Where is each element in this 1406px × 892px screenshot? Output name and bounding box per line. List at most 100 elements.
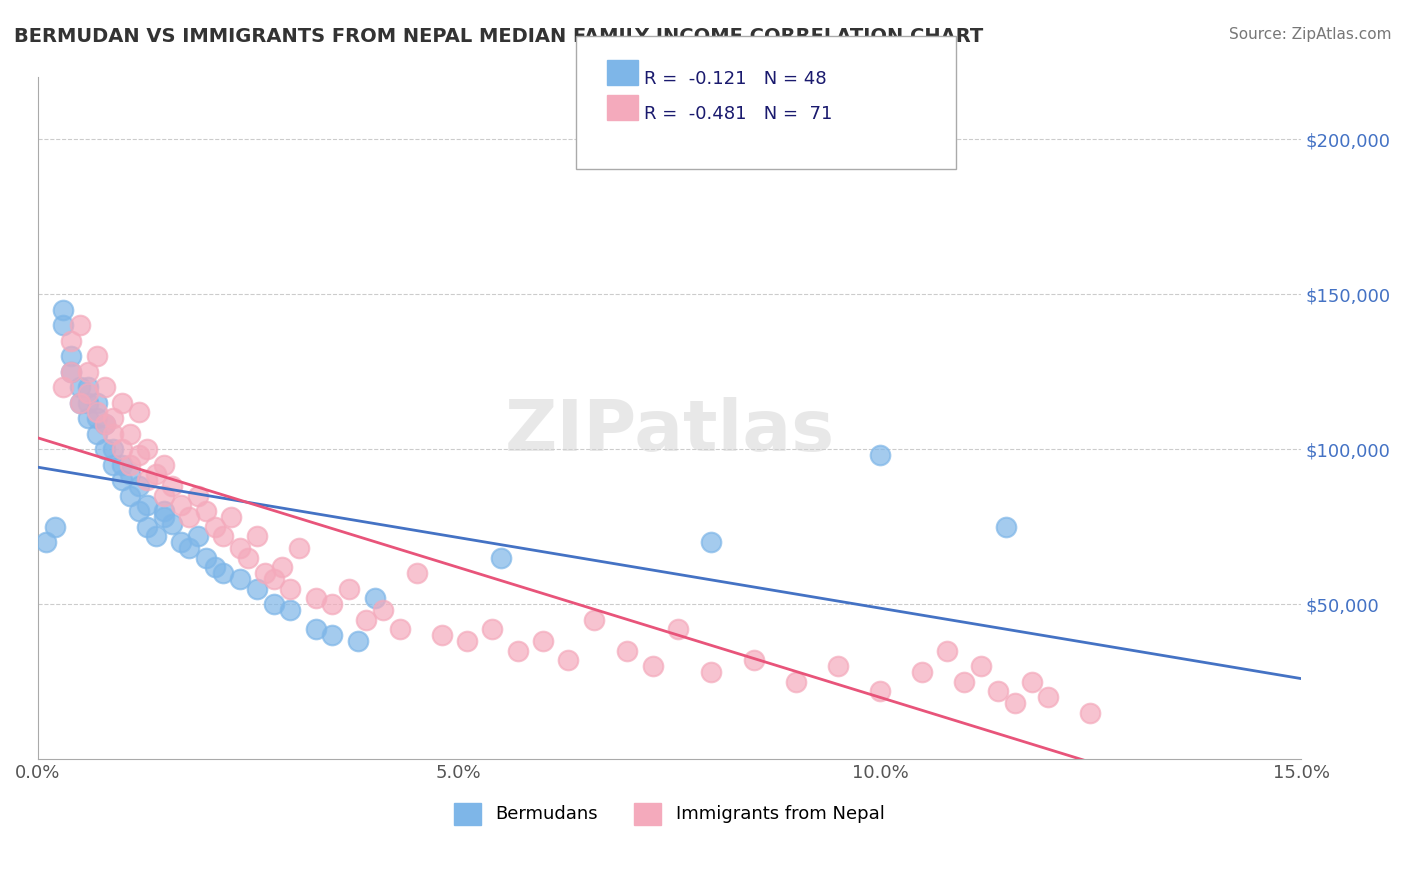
Point <box>69 318 91 333</box>
Point <box>111 473 134 487</box>
Point <box>69 380 91 394</box>
Text: R =  -0.121   N = 48: R = -0.121 N = 48 <box>644 70 827 87</box>
Point <box>321 628 343 642</box>
Point <box>44 519 66 533</box>
Point <box>77 365 100 379</box>
Point <box>346 634 368 648</box>
Point <box>212 566 235 581</box>
Point <box>204 560 226 574</box>
Point <box>229 572 252 586</box>
Point <box>136 498 159 512</box>
Point <box>195 550 218 565</box>
Point <box>238 550 260 565</box>
Point <box>641 659 664 673</box>
Point <box>506 643 529 657</box>
Point <box>666 622 689 636</box>
Point <box>179 541 201 556</box>
Point <box>936 643 959 657</box>
Point <box>35 535 58 549</box>
Point <box>827 659 849 673</box>
Point <box>86 405 108 419</box>
Point <box>987 683 1010 698</box>
Point <box>405 566 427 581</box>
Point <box>162 516 184 531</box>
Point <box>103 458 125 472</box>
Point <box>145 467 167 481</box>
Point <box>162 479 184 493</box>
Point <box>995 519 1018 533</box>
Point <box>221 510 243 524</box>
Point <box>120 467 142 481</box>
Point <box>52 302 75 317</box>
Point <box>287 541 309 556</box>
Point <box>94 417 117 432</box>
Point <box>86 426 108 441</box>
Point <box>128 479 150 493</box>
Point <box>77 386 100 401</box>
Point <box>103 426 125 441</box>
Point <box>128 405 150 419</box>
Point <box>430 628 453 642</box>
Point <box>153 489 176 503</box>
Point <box>304 622 326 636</box>
Point <box>700 665 723 680</box>
Point <box>280 603 302 617</box>
Point <box>77 395 100 409</box>
Point <box>120 489 142 503</box>
Point <box>337 582 360 596</box>
Point <box>195 504 218 518</box>
Point <box>94 380 117 394</box>
Point <box>103 442 125 457</box>
Point <box>86 411 108 425</box>
Point <box>179 510 201 524</box>
Point <box>246 582 269 596</box>
Point <box>111 442 134 457</box>
Point <box>1004 696 1026 710</box>
Point <box>153 458 176 472</box>
Point <box>128 504 150 518</box>
Point <box>86 395 108 409</box>
Point <box>69 395 91 409</box>
Text: BERMUDAN VS IMMIGRANTS FROM NEPAL MEDIAN FAMILY INCOME CORRELATION CHART: BERMUDAN VS IMMIGRANTS FROM NEPAL MEDIAN… <box>14 27 983 45</box>
Point <box>128 449 150 463</box>
Text: Source: ZipAtlas.com: Source: ZipAtlas.com <box>1229 27 1392 42</box>
Point <box>456 634 478 648</box>
Point <box>911 665 934 680</box>
Point <box>254 566 277 581</box>
Point <box>60 334 83 348</box>
Point <box>153 510 176 524</box>
Text: ZIPatlas: ZIPatlas <box>505 397 834 467</box>
Text: R =  -0.481   N =  71: R = -0.481 N = 71 <box>644 105 832 123</box>
Point <box>77 380 100 394</box>
Point <box>785 674 807 689</box>
Point <box>52 318 75 333</box>
Point <box>212 529 235 543</box>
Point <box>321 597 343 611</box>
Point <box>170 535 193 549</box>
Point <box>77 411 100 425</box>
Point <box>354 613 377 627</box>
Point <box>582 613 605 627</box>
Point <box>94 417 117 432</box>
Legend: Bermudans, Immigrants from Nepal: Bermudans, Immigrants from Nepal <box>447 796 891 831</box>
Point <box>363 591 385 605</box>
Point <box>700 535 723 549</box>
Point <box>120 426 142 441</box>
Point <box>531 634 554 648</box>
Point <box>111 395 134 409</box>
Point <box>187 529 209 543</box>
Point <box>1021 674 1043 689</box>
Point <box>280 582 302 596</box>
Point <box>145 529 167 543</box>
Point <box>557 653 579 667</box>
Point <box>1080 706 1102 720</box>
Point <box>94 442 117 457</box>
Point <box>60 365 83 379</box>
Point <box>187 489 209 503</box>
Point <box>304 591 326 605</box>
Point <box>953 674 976 689</box>
Point <box>869 683 891 698</box>
Point <box>60 349 83 363</box>
Point <box>60 365 83 379</box>
Point <box>246 529 269 543</box>
